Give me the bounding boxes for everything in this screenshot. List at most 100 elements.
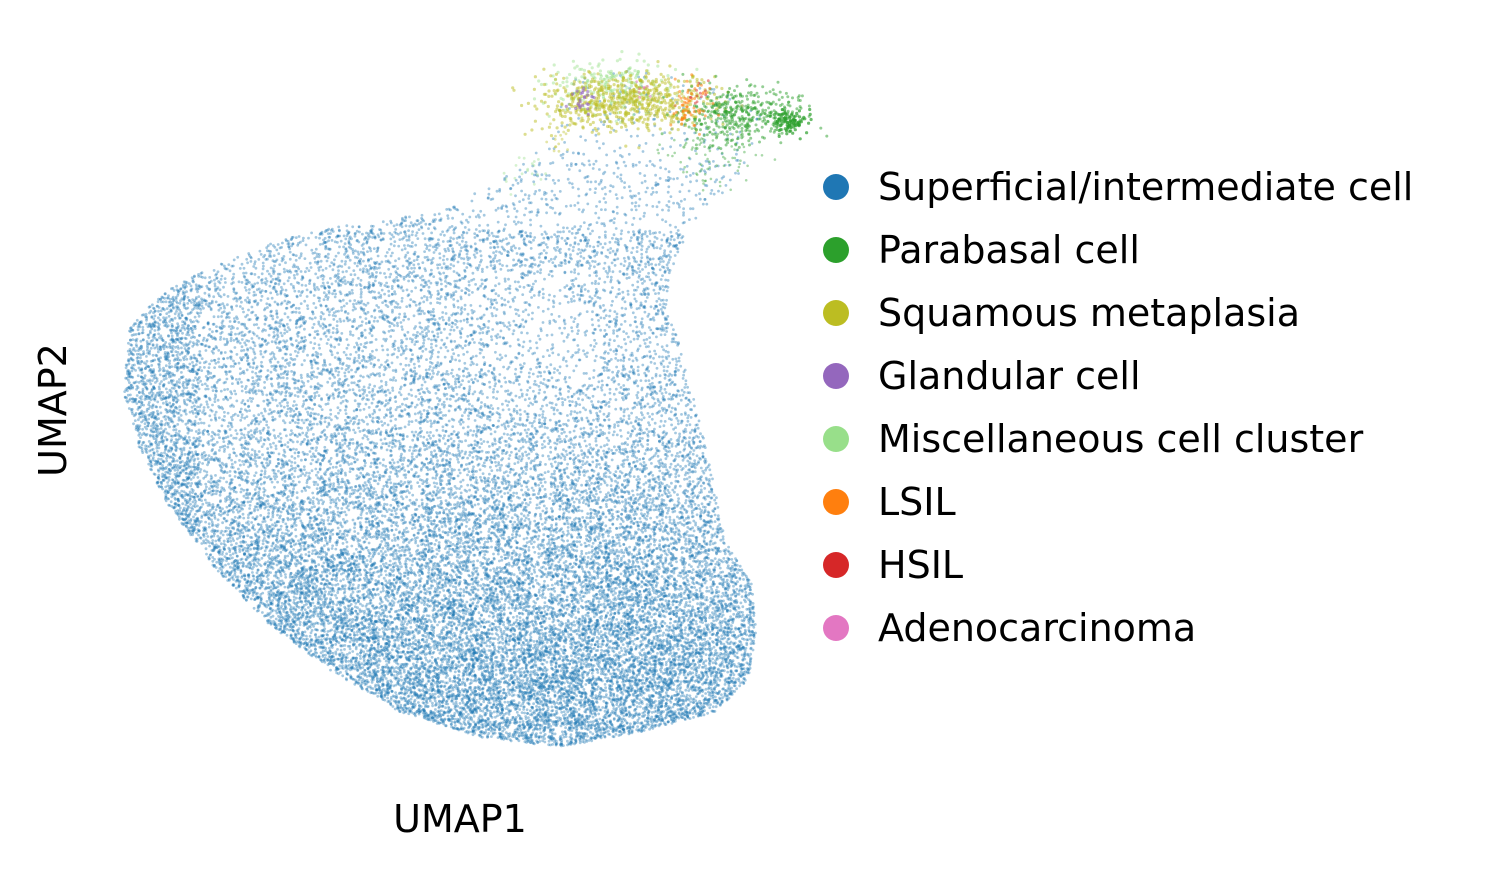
scatter-point — [579, 251, 582, 255]
scatter-point — [425, 502, 429, 506]
scatter-point — [310, 366, 314, 370]
scatter-point — [594, 342, 598, 345]
scatter-point — [371, 420, 375, 424]
scatter-point — [650, 711, 654, 714]
scatter-point — [640, 256, 644, 259]
scatter-point — [380, 445, 383, 449]
scatter-point — [479, 530, 483, 534]
scatter-point — [588, 267, 591, 270]
scatter-point — [189, 484, 193, 488]
scatter-point — [208, 327, 212, 331]
scatter-point — [667, 261, 670, 264]
scatter-point — [425, 358, 428, 361]
scatter-point — [213, 366, 217, 369]
scatter-point — [654, 263, 658, 267]
scatter-point — [407, 420, 411, 423]
scatter-point — [415, 660, 419, 664]
scatter-point — [473, 377, 477, 381]
scatter-point — [668, 258, 671, 262]
scatter-point — [544, 669, 548, 673]
scatter-point — [452, 702, 456, 706]
scatter-point — [515, 452, 519, 456]
scatter-point — [678, 510, 682, 514]
scatter-point — [238, 367, 242, 370]
scatter-point — [533, 645, 537, 649]
scatter-point — [650, 417, 654, 421]
scatter-point — [410, 455, 414, 459]
scatter-point — [222, 398, 226, 401]
scatter-point — [655, 190, 658, 194]
scatter-point — [550, 644, 554, 648]
scatter-point — [262, 264, 265, 268]
scatter-point — [516, 181, 520, 185]
scatter-point — [498, 416, 502, 419]
scatter-point — [435, 552, 439, 556]
scatter-point — [512, 491, 516, 495]
scatter-point — [560, 440, 564, 443]
scatter-point — [375, 605, 378, 609]
scatter-point — [252, 606, 256, 610]
scatter-point — [495, 259, 499, 263]
scatter-point — [337, 269, 340, 272]
scatter-point — [605, 366, 609, 370]
scatter-point — [370, 461, 373, 465]
scatter-point — [396, 460, 400, 464]
scatter-point — [304, 587, 308, 590]
scatter-point — [225, 505, 229, 509]
scatter-point — [665, 537, 669, 540]
scatter-point — [541, 287, 545, 291]
scatter-point — [396, 321, 399, 325]
scatter-point — [721, 696, 724, 700]
scatter-point — [688, 711, 692, 715]
scatter-point — [570, 329, 574, 333]
scatter-point — [548, 457, 551, 461]
scatter-point — [242, 433, 246, 437]
scatter-point — [665, 330, 668, 333]
scatter-point — [381, 546, 385, 550]
scatter-point — [279, 574, 283, 578]
scatter-point — [627, 513, 631, 517]
scatter-point — [164, 418, 168, 421]
scatter-point — [243, 436, 247, 440]
scatter-point — [204, 387, 208, 391]
scatter-point — [462, 426, 465, 430]
scatter-point — [568, 684, 572, 688]
scatter-point — [266, 404, 270, 407]
scatter-point — [355, 633, 359, 637]
scatter-point — [380, 344, 384, 348]
scatter-point — [453, 525, 457, 529]
scatter-point — [260, 281, 264, 285]
scatter-point — [488, 445, 491, 448]
scatter-point — [648, 548, 652, 552]
scatter-point — [508, 703, 511, 707]
scatter-point — [666, 279, 670, 282]
scatter-point — [518, 534, 522, 538]
scatter-point — [395, 521, 398, 524]
scatter-point — [343, 371, 347, 375]
scatter-point — [619, 572, 623, 576]
scatter-point — [643, 174, 647, 178]
scatter-point — [646, 714, 650, 717]
scatter-point — [602, 316, 606, 320]
scatter-point — [474, 228, 478, 231]
scatter-point — [213, 400, 217, 403]
scatter-point — [636, 134, 639, 138]
scatter-point — [328, 505, 332, 509]
scatter-point — [640, 317, 644, 321]
scatter-point — [158, 313, 162, 316]
scatter-point — [689, 207, 692, 211]
scatter-point — [293, 276, 297, 280]
scatter-point — [548, 293, 551, 297]
scatter-point — [658, 158, 662, 162]
scatter-point — [436, 266, 440, 270]
scatter-point — [694, 695, 698, 699]
scatter-point — [512, 220, 516, 224]
scatter-point — [708, 637, 712, 640]
scatter-point — [207, 522, 211, 526]
scatter-point — [349, 333, 352, 336]
scatter-point — [643, 475, 647, 478]
scatter-point — [606, 611, 610, 615]
scatter-point — [461, 239, 464, 243]
scatter-point — [576, 201, 580, 205]
scatter-point — [337, 370, 341, 374]
